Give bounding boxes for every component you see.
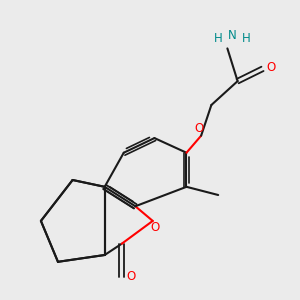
Text: O: O — [195, 122, 204, 135]
Text: N: N — [227, 29, 236, 42]
Text: O: O — [266, 61, 276, 74]
Text: H: H — [214, 32, 222, 45]
Text: H: H — [242, 32, 250, 45]
Text: O: O — [151, 220, 160, 233]
Text: O: O — [127, 270, 136, 283]
